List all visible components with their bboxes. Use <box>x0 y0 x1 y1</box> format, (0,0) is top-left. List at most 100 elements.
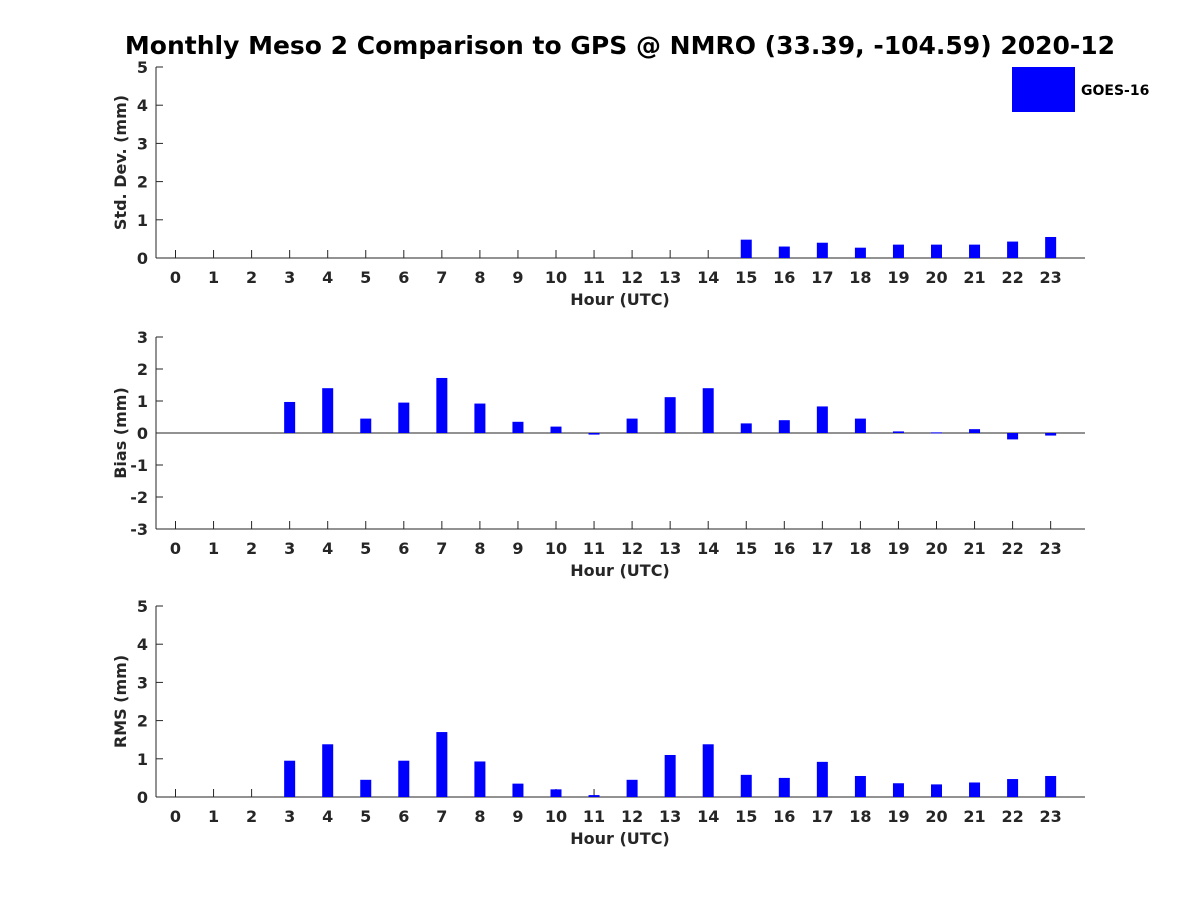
rms-bar-hour-22 <box>1007 779 1019 797</box>
bias-bar-hour-21 <box>969 429 981 433</box>
bias-x-tick-label: 20 <box>925 539 947 558</box>
rms-y-tick-label: 5 <box>137 597 148 616</box>
rms-y-tick-label: 3 <box>137 673 148 692</box>
rms-bar-hour-8 <box>474 761 486 797</box>
bias-x-tick-label: 4 <box>322 539 333 558</box>
rms-bar-hour-5 <box>360 779 372 797</box>
rms-bar-hour-10 <box>550 789 562 797</box>
bias-bar-hour-9 <box>512 421 524 433</box>
rms-x-tick-label: 23 <box>1040 807 1062 826</box>
rms-x-tick-label: 22 <box>1001 807 1023 826</box>
rms-bar-hour-16 <box>778 777 790 797</box>
bias-x-tick-label: 16 <box>773 539 795 558</box>
bias-bar-hour-8 <box>474 403 486 433</box>
bias-y-tick-label: 0 <box>137 424 148 443</box>
std-dev-x-tick-label: 14 <box>697 268 719 287</box>
bias-bar-hour-10 <box>550 426 562 433</box>
std-dev-x-tick-label: 21 <box>963 268 985 287</box>
bias-bar-hour-22 <box>1007 433 1019 440</box>
bias-x-tick-label: 22 <box>1001 539 1023 558</box>
bias-x-tick-label: 0 <box>170 539 181 558</box>
rms-x-tick-label: 15 <box>735 807 757 826</box>
bias-x-tick-label: 7 <box>436 539 447 558</box>
rms-x-tick-label: 0 <box>170 807 181 826</box>
std-dev-bar-hour-20 <box>931 244 942 258</box>
std-dev-x-tick-label: 22 <box>1001 268 1023 287</box>
rms-y-tick-label: 1 <box>137 750 148 769</box>
bias-x-tick-label: 10 <box>545 539 567 558</box>
std-dev-y-tick-label: 5 <box>137 58 148 77</box>
std-dev-x-tick-label: 11 <box>583 268 605 287</box>
bias-y-tick-label: 2 <box>137 360 148 379</box>
std-dev-x-tick-label: 8 <box>474 268 485 287</box>
std-dev-y-axis-label: Std. Dev. (mm) <box>111 95 130 230</box>
rms-x-tick-label: 8 <box>474 807 485 826</box>
rms-x-tick-label: 3 <box>284 807 295 826</box>
std-dev-x-tick-label: 0 <box>170 268 181 287</box>
std-dev-x-tick-label: 16 <box>773 268 795 287</box>
bias-x-tick-label: 21 <box>963 539 985 558</box>
bias-x-axis-label: Hour (UTC) <box>570 561 670 580</box>
rms-bar-hour-15 <box>740 774 752 797</box>
rms-bar-hour-13 <box>664 754 676 797</box>
std-dev-x-tick-label: 6 <box>398 268 409 287</box>
bias-bar-hour-19 <box>892 431 904 433</box>
std-dev-x-tick-label: 3 <box>284 268 295 287</box>
bias-bar-hour-18 <box>854 418 866 433</box>
rms-bar-hour-6 <box>398 760 410 797</box>
bias-x-tick-label: 6 <box>398 539 409 558</box>
legend: GOES-16 <box>1012 67 1149 112</box>
rms-x-tick-label: 20 <box>925 807 947 826</box>
bias-y-tick-label: 1 <box>137 392 148 411</box>
rms-x-tick-label: 2 <box>246 807 257 826</box>
bias-bar-hour-11 <box>588 433 600 435</box>
bias-x-tick-label: 1 <box>208 539 219 558</box>
bias-x-tick-label: 13 <box>659 539 681 558</box>
rms-bar-hour-17 <box>816 761 828 797</box>
bias-x-tick-label: 15 <box>735 539 757 558</box>
rms-x-tick-label: 18 <box>849 807 871 826</box>
bias-y-tick-label: 3 <box>137 328 148 347</box>
bias-y-axis-label: Bias (mm) <box>111 387 130 479</box>
bias-x-tick-label: 12 <box>621 539 643 558</box>
std-dev-x-tick-label: 17 <box>811 268 833 287</box>
std-dev-x-tick-label: 4 <box>322 268 333 287</box>
rms-bar-hour-21 <box>969 782 981 797</box>
bias-x-tick-label: 2 <box>246 539 257 558</box>
std-dev-y-tick-label: 1 <box>137 211 148 230</box>
std-dev-bar-hour-17 <box>816 242 828 258</box>
bias-bar-hour-4 <box>322 388 334 433</box>
bias-bar-hour-16 <box>778 420 790 433</box>
std-dev-bar-hour-15 <box>740 239 752 258</box>
legend-swatch <box>1012 67 1075 112</box>
rms-bar-hour-19 <box>892 783 904 797</box>
bias-x-tick-label: 5 <box>360 539 371 558</box>
std-dev-bar-hour-19 <box>892 244 904 258</box>
rms-x-tick-label: 9 <box>512 807 523 826</box>
bias-x-tick-label: 11 <box>583 539 605 558</box>
std-dev-y-tick-label: 0 <box>137 249 148 268</box>
rms-x-tick-label: 14 <box>697 807 719 826</box>
std-dev-bar-hour-16 <box>778 246 790 258</box>
bias-bar-hour-20 <box>931 432 942 434</box>
bias-x-tick-label: 3 <box>284 539 295 558</box>
rms-x-tick-label: 5 <box>360 807 371 826</box>
std-dev-x-tick-label: 18 <box>849 268 871 287</box>
rms-bar-hour-7 <box>436 732 448 797</box>
bias-y-tick-label: -1 <box>130 456 148 475</box>
std-dev-x-tick-label: 15 <box>735 268 757 287</box>
rms-x-tick-label: 11 <box>583 807 605 826</box>
rms-y-tick-label: 4 <box>137 635 148 654</box>
bias-x-tick-label: 19 <box>887 539 909 558</box>
std-dev-bar-hour-23 <box>1045 236 1057 258</box>
bias-y-tick-label: -2 <box>130 488 148 507</box>
bias-bar-hour-5 <box>360 418 372 433</box>
rms-bar-hour-3 <box>284 760 296 797</box>
bias-bar-hour-23 <box>1045 433 1057 436</box>
std-dev-bar-hour-22 <box>1007 241 1019 258</box>
rms-bar-hour-14 <box>702 744 714 797</box>
bias-bar-hour-13 <box>664 397 676 433</box>
std-dev-x-tick-label: 12 <box>621 268 643 287</box>
